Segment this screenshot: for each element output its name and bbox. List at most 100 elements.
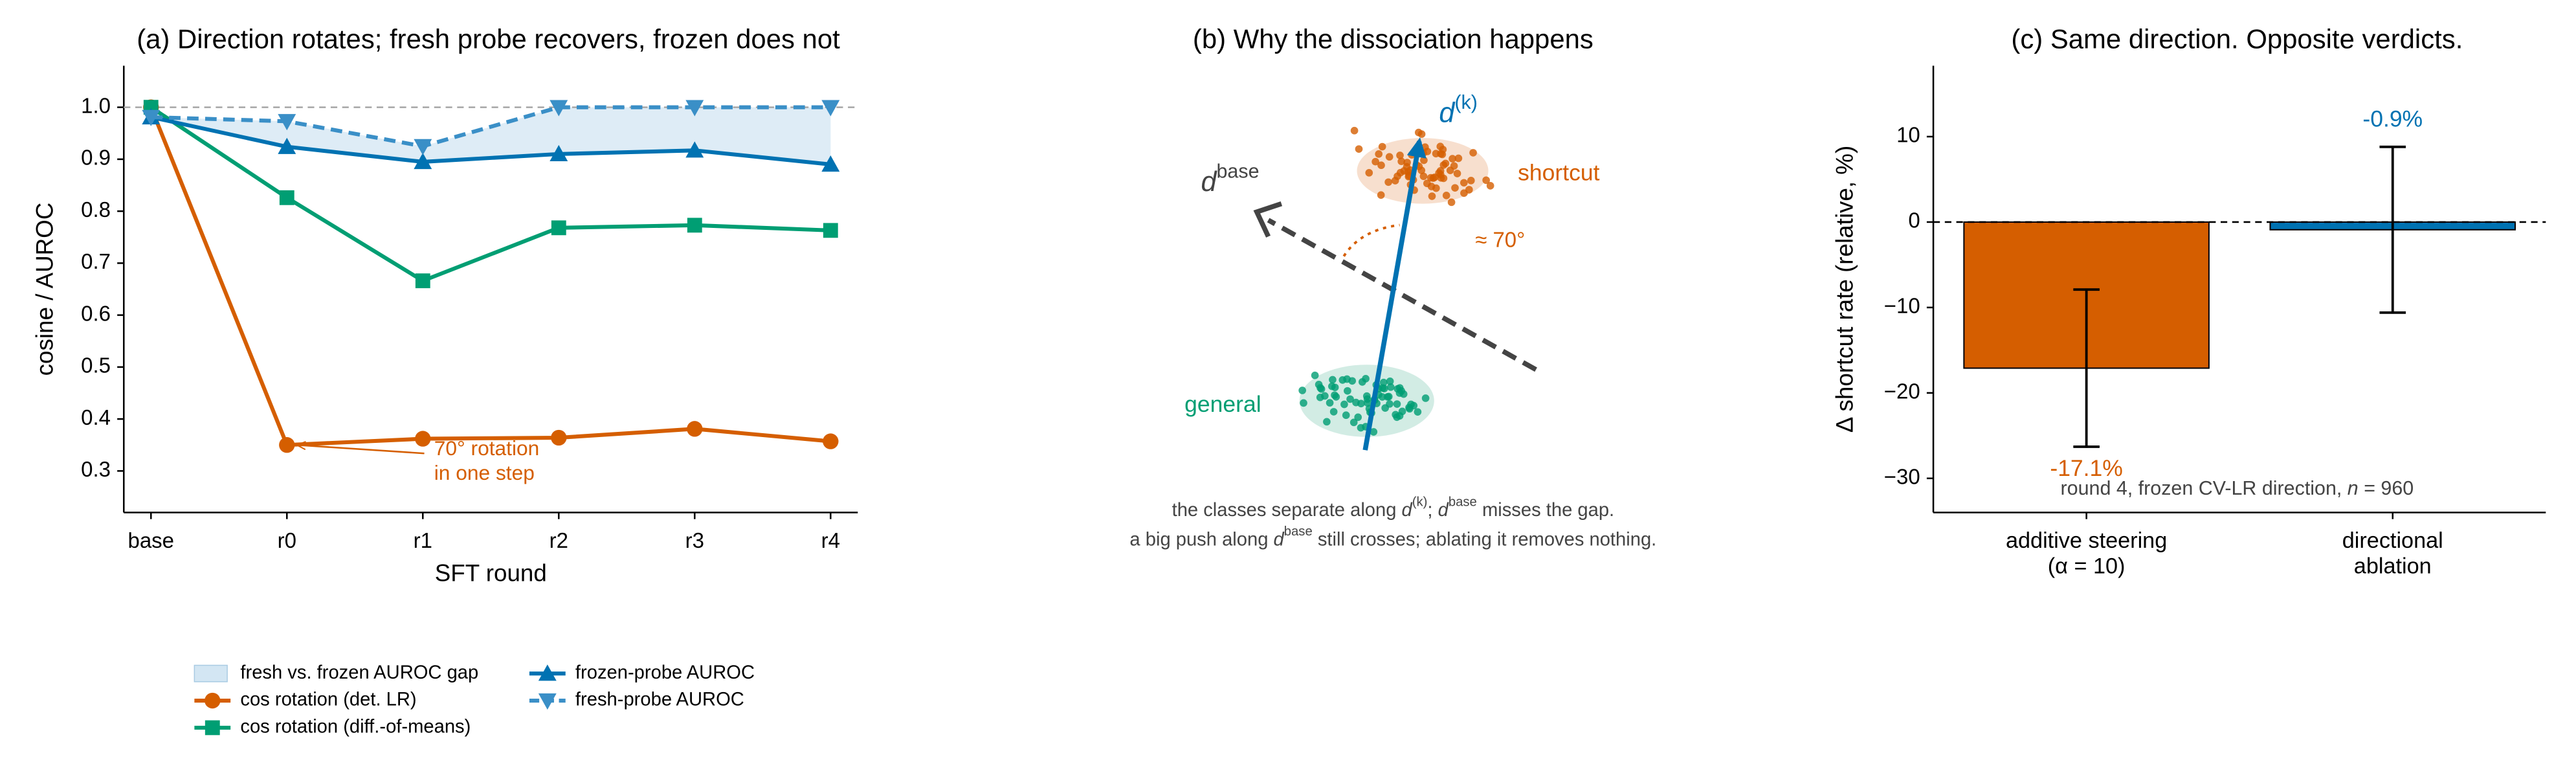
x-tick-label: directional ablation [2342,528,2443,578]
cluster-dot [1421,394,1430,402]
marker [538,664,557,681]
series-line [150,106,831,284]
y-axis-label: cosine / AUROC [32,203,58,376]
cluster-dot [1439,161,1448,169]
cluster-dot [1397,157,1406,166]
cluster-dot [1465,186,1473,194]
panel-c-note: round 4, frozen CV-LR direction, n = 960 [2061,477,2414,499]
cluster-dot [1316,393,1324,401]
marker [685,141,704,158]
marker [279,437,295,453]
cluster-dot [1432,184,1440,192]
cluster-dot [1329,376,1337,384]
cluster-dot [1417,166,1426,174]
cluster-dot [1364,399,1371,407]
caption-text: misses the gap. [1477,500,1614,521]
cluster-dot [1451,184,1459,192]
dbase-arrowhead [1253,201,1283,238]
cluster-dot [1349,418,1358,427]
marker [279,190,294,205]
marker [142,109,161,126]
cluster-dot [1399,390,1408,398]
marker [550,100,568,117]
legend-label: cos rotation (det. LR) [240,690,416,710]
x-axis-label: SFT round [435,560,547,587]
y-tick-label: 1.0 [81,93,111,117]
cluster-dot [1423,179,1431,188]
cluster-dot [1340,400,1348,409]
y-tick-label: 10 [1896,123,1920,147]
cluster-dot [1354,413,1362,422]
cluster-dot [1377,191,1385,199]
cluster-dot [1352,398,1360,407]
dbase-superscript: base [1217,160,1260,182]
legend-label: fresh vs. frozen AUROC gap [240,662,478,683]
note-text: = 960 [2359,477,2414,499]
annotation: 70° rotation in one step [434,437,540,485]
cluster-dot [1482,176,1490,185]
cluster-dot [1371,157,1379,166]
cluster-dot [1358,378,1366,386]
marker [415,273,430,289]
y-tick-label: 0.5 [81,354,111,377]
cluster-dot [1298,387,1307,394]
cluster-dot [1355,145,1363,153]
cluster-dots [1298,126,1494,436]
legend-label: frozen-probe AUROC [575,662,755,683]
dbase-symbol: d [1201,167,1218,198]
x-tick-label: additive steering (α = 10) [2006,528,2167,578]
y-tick-label: −20 [1884,379,1920,403]
value-label: -0.9% [2362,106,2423,132]
caption-symbol: d [1438,500,1449,521]
y-tick-label: −30 [1884,464,1920,488]
angle-label: ≈ 70° [1475,228,1525,252]
x-tick-label: base [128,528,174,552]
caption-line: the classes separate along d(k); dbase m… [1172,495,1615,521]
dk-label: d(k) [1439,91,1477,129]
y-tick-label: 0.6 [81,301,111,325]
cluster-dot [1410,401,1418,410]
cluster-dot [1326,399,1334,407]
y-tick-label: 0.3 [81,457,111,481]
angle-arc [1342,223,1400,257]
cluster-dot [1467,177,1475,185]
cluster-dot [1460,179,1468,187]
y-tick-label: 0.8 [81,197,111,221]
dbase-arrow [1267,218,1537,372]
cluster-dot [1384,178,1392,186]
legend-label: cos rotation (diff.-of-means) [240,717,471,738]
marker [687,421,703,437]
caption-text: a big push along [1129,529,1273,550]
cluster-dot [1447,198,1456,207]
series-line [150,115,831,166]
cluster-dot [1486,182,1494,190]
cluster-dot [1393,400,1401,408]
cluster-dot [1403,159,1411,166]
marker [278,137,296,154]
caption-symbol: d [1402,500,1413,521]
cluster-dot [1342,411,1350,420]
cluster-dot [1437,150,1445,158]
y-tick-label: −10 [1884,294,1920,318]
cluster-dot [1393,385,1402,393]
dk-arrow [1362,137,1427,451]
cluster-dot [1300,399,1307,407]
marker [823,433,839,449]
cluster-dot [1385,153,1393,161]
marker [205,692,221,709]
cluster-dot [1331,391,1338,400]
cluster-dot [1423,148,1432,155]
x-tick-label: r2 [550,528,568,552]
panel-b-title: (b) Why the dissociation happens [1193,23,1593,54]
series-line [151,105,831,148]
cluster-dot [1436,142,1445,151]
cluster-dot [1396,152,1404,159]
x-tick-label: r1 [414,528,432,552]
cluster-dot [1386,383,1395,391]
caption-superscript: (k) [1412,495,1428,510]
cluster-dot [1362,392,1371,400]
dk-superscript: (k) [1454,91,1478,113]
cluster-dot [1449,155,1456,163]
